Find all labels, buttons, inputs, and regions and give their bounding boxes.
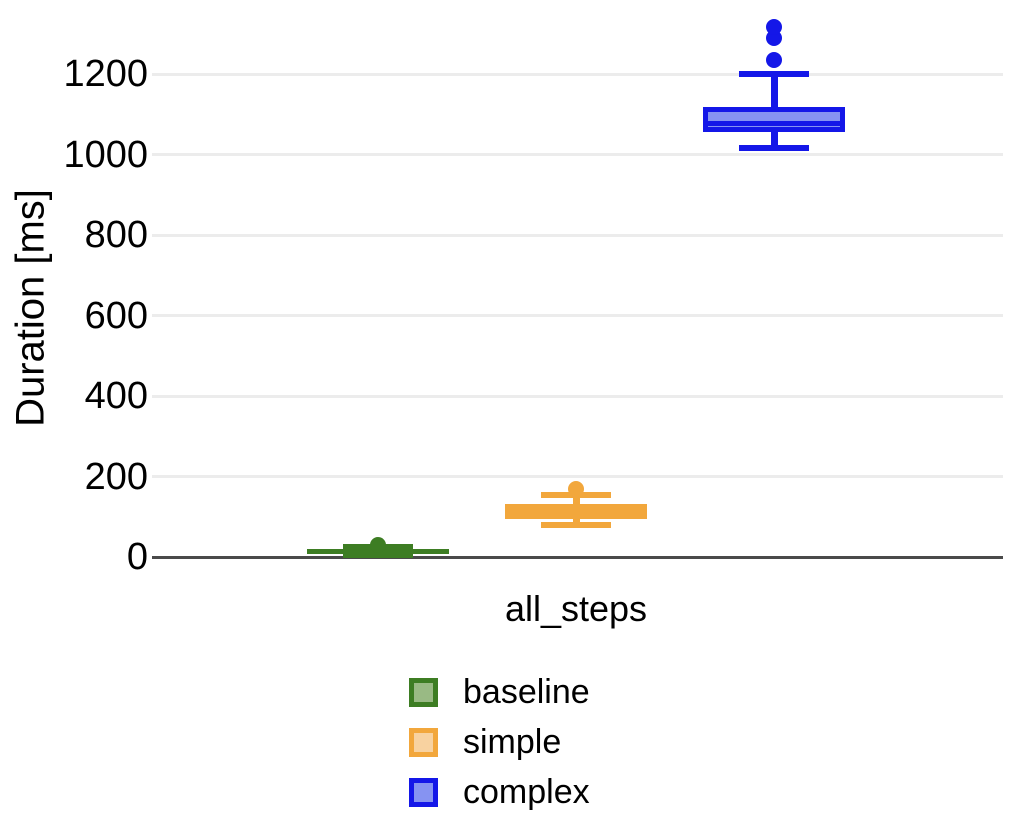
- y-tick-label-1000: 1000: [63, 133, 148, 176]
- gridline-1200: [152, 72, 1003, 76]
- whisker-cap-bottom-simple: [541, 521, 611, 528]
- whisker-cap-bottom-baseline: [343, 551, 413, 558]
- y-tick-label-600: 600: [84, 294, 148, 337]
- legend-item-complex: complex: [409, 773, 590, 811]
- box-complex: [703, 107, 845, 133]
- median-line-simple: [510, 509, 642, 515]
- y-axis-title: Duration [ms]: [8, 189, 53, 427]
- legend-swatch-complex: [409, 777, 438, 807]
- gridline-600: [152, 314, 1003, 317]
- y-tick-label-1200: 1200: [63, 53, 148, 95]
- legend-swatch-simple: [409, 727, 438, 757]
- outlier-dot-baseline-0: [370, 536, 386, 553]
- y-tick-label-200: 200: [84, 455, 148, 498]
- gridline-400: [152, 394, 1003, 398]
- whisker-cap-top-complex: [739, 71, 809, 77]
- gridline-800: [152, 233, 1003, 237]
- outlier-dot-complex-2: [766, 18, 782, 35]
- legend-label-simple: simple: [463, 723, 562, 761]
- legend: baseline simple complex: [409, 673, 590, 827]
- median-line-complex: [708, 120, 840, 126]
- legend-label-complex: complex: [463, 773, 590, 811]
- outlier-dot-simple-0: [568, 480, 584, 497]
- legend-swatch-baseline: [409, 677, 438, 707]
- whisker-cap-bottom-complex: [739, 145, 809, 152]
- outlier-dot-complex-0: [766, 51, 782, 68]
- gridline-200: [152, 475, 1003, 478]
- x-axis-zero-line: [152, 555, 1003, 559]
- legend-item-baseline: baseline: [409, 673, 590, 711]
- x-axis-category-label: all_steps: [504, 588, 648, 629]
- gridline-1000: [152, 153, 1003, 156]
- y-tick-label-400: 400: [84, 375, 148, 417]
- legend-label-baseline: baseline: [463, 673, 590, 711]
- legend-item-simple: simple: [409, 723, 590, 761]
- y-tick-label-800: 800: [84, 214, 148, 256]
- y-tick-label-0: 0: [126, 536, 148, 578]
